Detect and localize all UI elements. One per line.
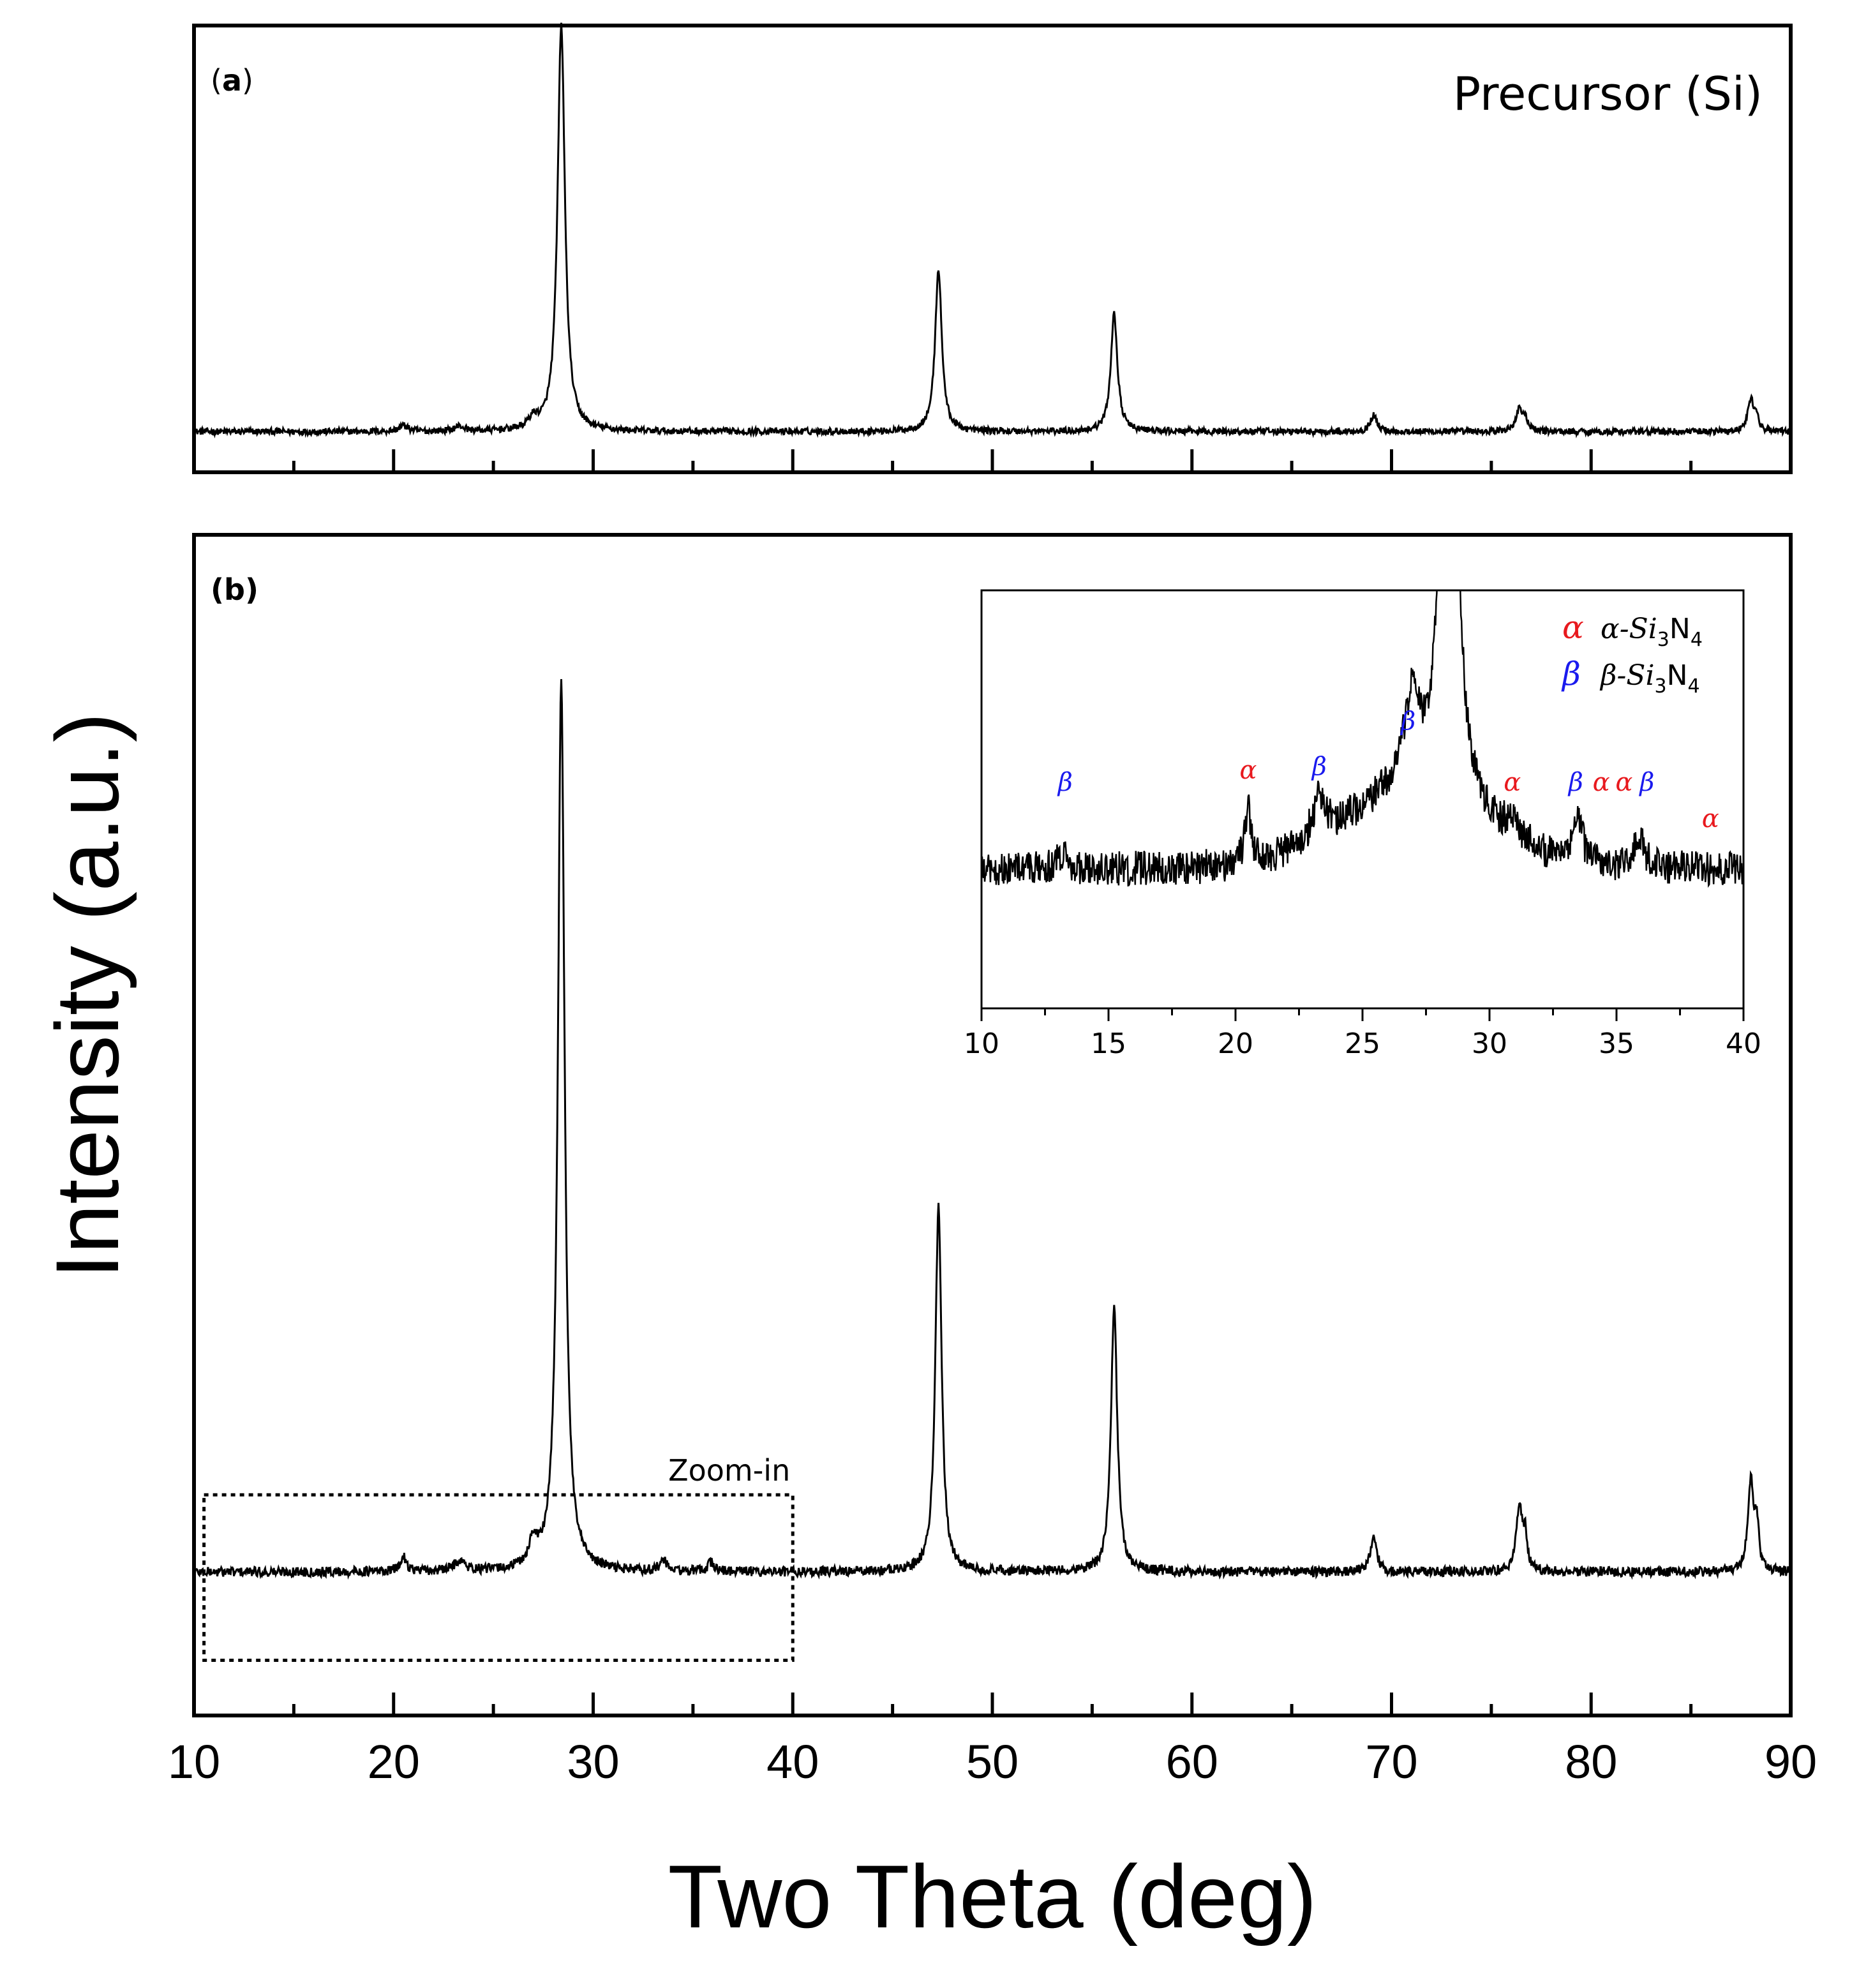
x-axis-label: Two Theta (deg) xyxy=(668,1846,1317,1947)
panel-a: (a) Precursor (Si) xyxy=(192,22,1793,474)
inset-x-tick-label: 40 xyxy=(1726,1028,1761,1060)
phase-label-beta: β xyxy=(1638,768,1654,797)
panel-a-title: Precursor (Si) xyxy=(1453,67,1763,121)
legend-alpha-label: α-Si3N4 xyxy=(1601,613,1703,651)
inset-x-tick-label: 30 xyxy=(1472,1028,1507,1060)
phase-label-alpha: α xyxy=(1615,768,1632,797)
panel-a-label: (a) xyxy=(211,63,253,98)
legend-label-mid: N xyxy=(1669,613,1691,645)
panel-b-x-tick-label: 20 xyxy=(368,1735,420,1788)
legend-label-mid: N xyxy=(1667,659,1688,692)
phase-label-beta: β xyxy=(1311,752,1327,781)
panel-b-label: (b) xyxy=(211,572,258,607)
panel-a-series-line xyxy=(193,22,1792,438)
panel-b-x-tick-label: 30 xyxy=(567,1735,619,1788)
panel-b-x-tick-label: 40 xyxy=(766,1735,819,1788)
legend-label-prefix: β-Si xyxy=(1599,659,1655,692)
panel-b-x-tick-label: 50 xyxy=(966,1735,1019,1788)
panel-b-x-tick-label: 60 xyxy=(1166,1735,1218,1788)
inset-x-tick-label: 20 xyxy=(1218,1028,1253,1060)
panel-b-x-tick-label: 10 xyxy=(168,1735,220,1788)
inset-x-tick-label: 10 xyxy=(964,1028,999,1060)
legend-beta-symbol: β xyxy=(1561,655,1581,692)
phase-label-alpha: α xyxy=(1593,768,1610,797)
legend-label-sub1: 3 xyxy=(1657,629,1669,651)
legend-label-sub2: 4 xyxy=(1688,675,1700,698)
inset-x-tick-label: 25 xyxy=(1345,1028,1380,1060)
panel-b: 10 20 30 40 50 60 70 80 90 (b) Zoom-in xyxy=(168,533,1817,1788)
panel-b-x-ticks xyxy=(192,1693,1793,1715)
inset-x-tick-labels: 10 15 20 25 30 35 40 xyxy=(964,1028,1761,1060)
phase-label-alpha: α xyxy=(1504,768,1521,797)
phase-label-alpha: α xyxy=(1239,756,1257,785)
panel-b-x-tick-label: 90 xyxy=(1765,1735,1817,1788)
inset-phase-labels: β α ββα β α α βα xyxy=(1057,706,1719,833)
inset-series-line xyxy=(982,590,1743,888)
panel-b-x-tick-label: 80 xyxy=(1565,1735,1617,1788)
phase-label-alpha: α xyxy=(1702,804,1719,833)
zoom-in-label: Zoom-in xyxy=(668,1453,790,1488)
phase-label-beta: β xyxy=(1057,768,1073,797)
inset-x-tick-label: 15 xyxy=(1091,1028,1126,1060)
panel-b-x-tick-labels: 10 20 30 40 50 60 70 80 90 xyxy=(168,1735,1817,1788)
phase-label-beta: β xyxy=(1567,768,1583,797)
legend-alpha-symbol: α xyxy=(1562,609,1584,646)
y-axis-label: Intensity (a.u.) xyxy=(37,712,137,1278)
panel-a-x-ticks xyxy=(192,449,1793,472)
legend-label-prefix: α-Si xyxy=(1601,613,1657,645)
inset-x-ticks xyxy=(980,1008,1745,1021)
panel-b-x-tick-label: 70 xyxy=(1365,1735,1417,1788)
legend-label-sub2: 4 xyxy=(1691,629,1703,651)
inset-x-tick-label: 35 xyxy=(1599,1028,1634,1060)
phase-label-beta: β xyxy=(1400,706,1415,736)
panel-b-series-line xyxy=(193,679,1792,1580)
legend-label-sub1: 3 xyxy=(1655,675,1667,698)
legend-beta-label: β-Si3N4 xyxy=(1599,659,1700,698)
zoom-in-box xyxy=(202,1493,795,1663)
